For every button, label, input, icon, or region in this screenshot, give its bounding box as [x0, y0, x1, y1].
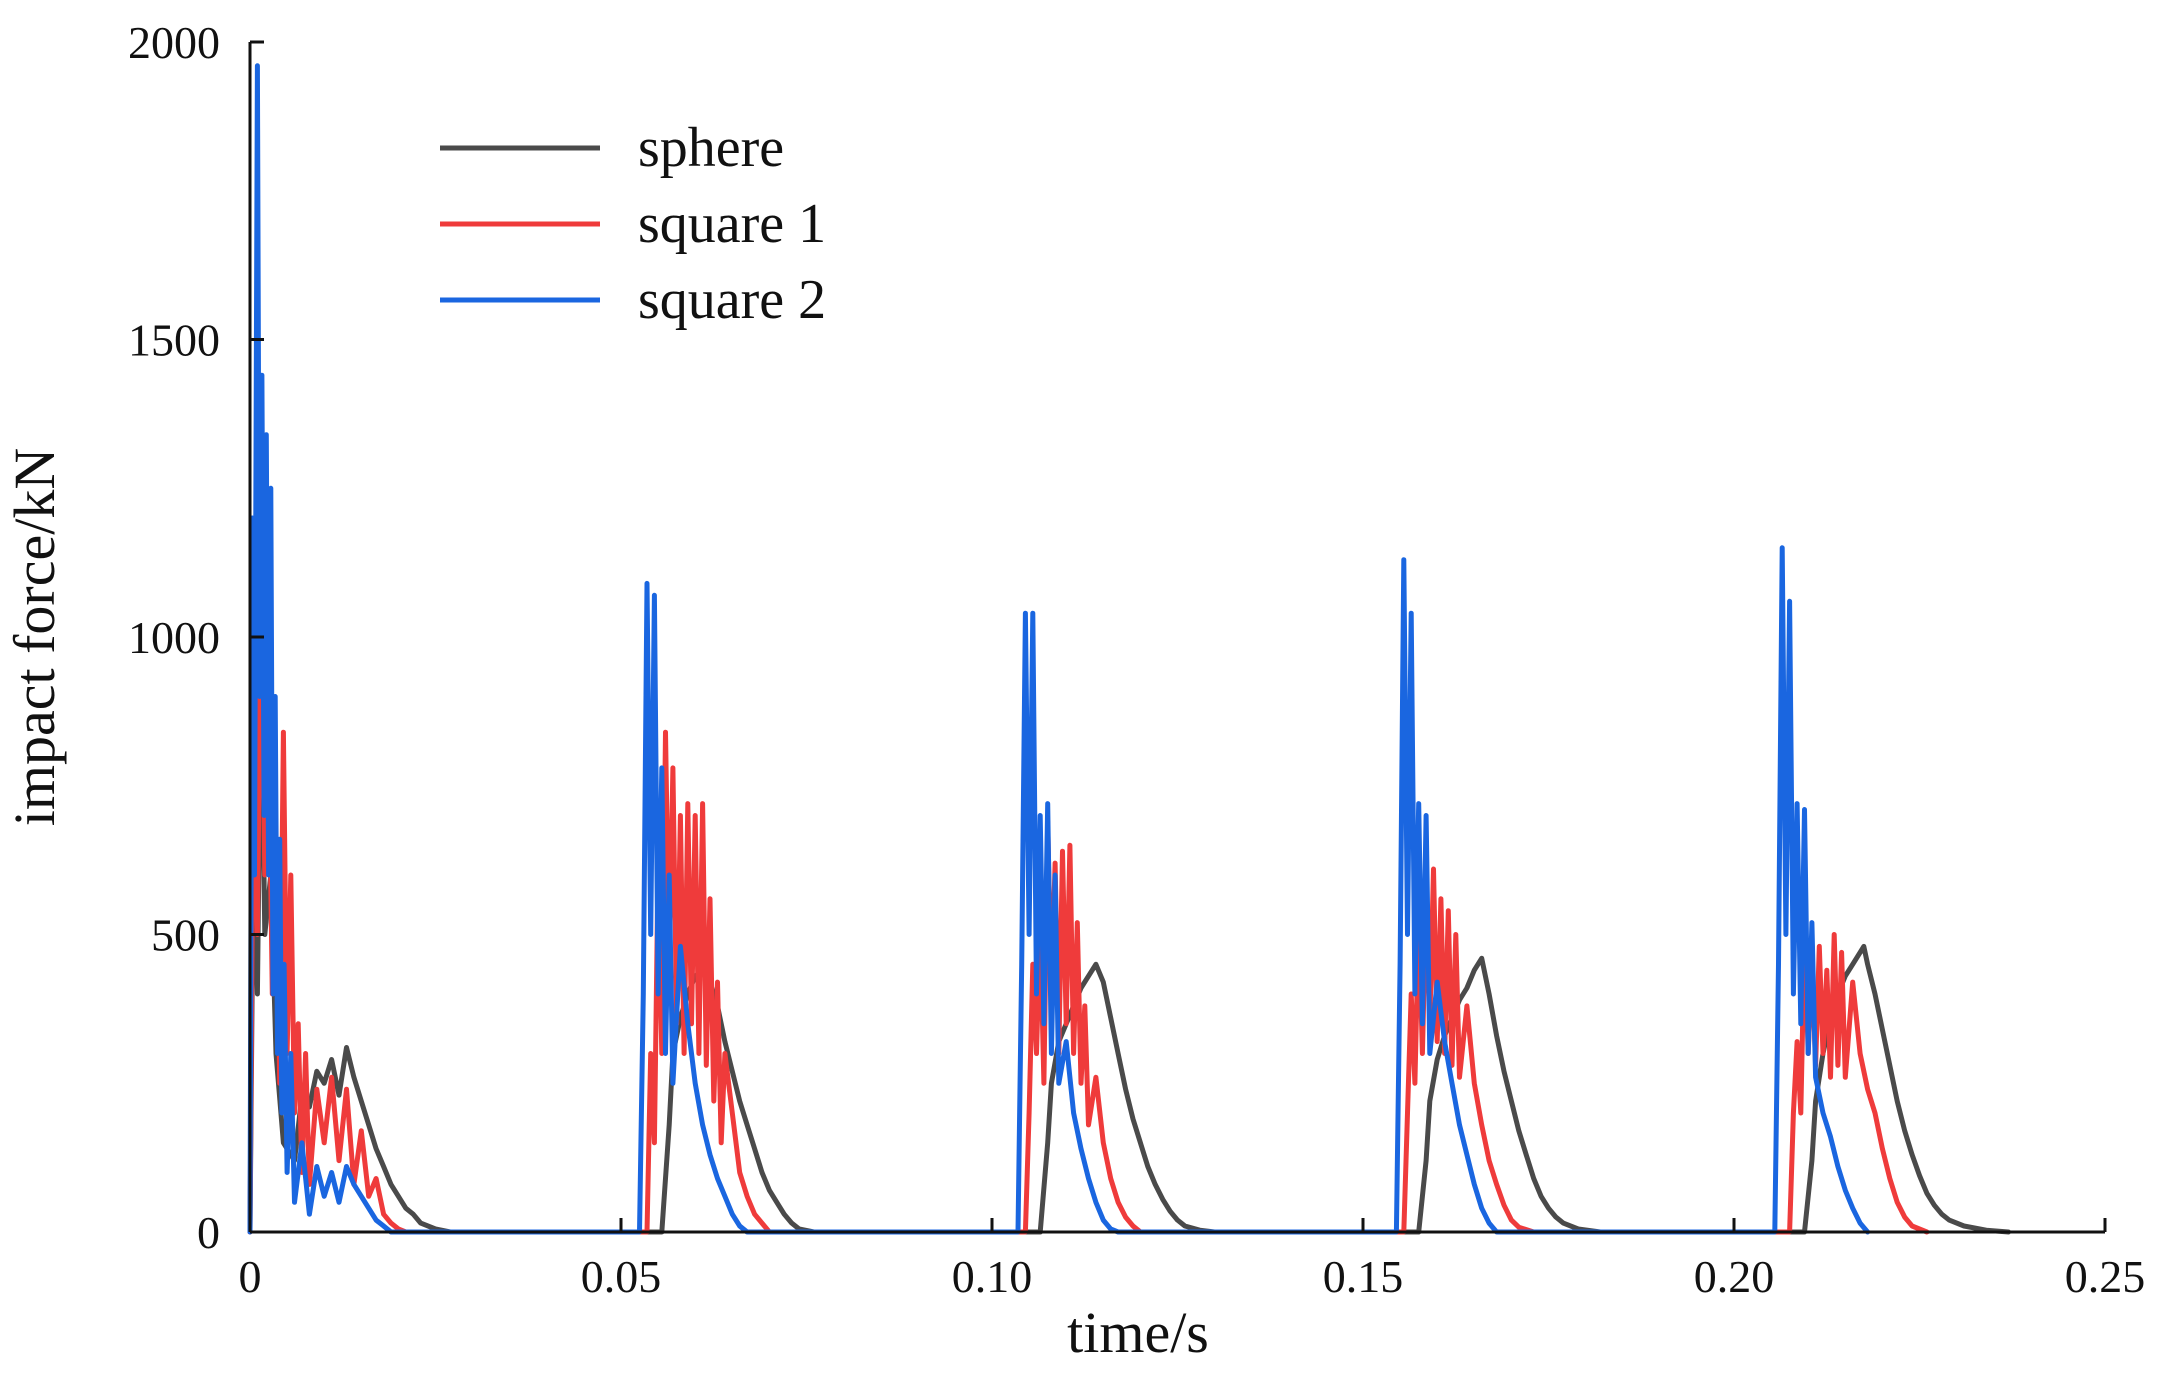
legend: sphere square 1 square 2	[440, 117, 826, 331]
x-tick-label: 0.10	[952, 1251, 1033, 1302]
legend-label-square-1: square 1	[638, 193, 826, 255]
x-tick-label: 0	[239, 1251, 262, 1302]
x-tick-label: 0.25	[2065, 1251, 2146, 1302]
x-tick-label: 0.05	[581, 1251, 662, 1302]
y-tick-label: 1000	[128, 612, 220, 663]
series-layer	[247, 63, 2011, 1235]
axes-layer	[248, 42, 2105, 1234]
x-axis-title: time/s	[1067, 1300, 1209, 1365]
series-line-sphere	[247, 664, 2011, 1235]
ticks-layer: 0 0.05 0.10 0.15 0.20 0.25 0 500 1000 1500 2000	[128, 17, 2145, 1302]
series-line-square-1	[247, 575, 1930, 1235]
legend-label-square-2: square 2	[638, 269, 826, 331]
x-tick-label: 0.15	[1323, 1251, 1404, 1302]
y-tick-label: 1500	[128, 315, 220, 366]
y-axis-title: impact force/kN	[2, 448, 67, 826]
y-tick-label: 2000	[128, 17, 220, 68]
y-tick-label: 0	[197, 1207, 220, 1258]
legend-label-sphere: sphere	[638, 117, 784, 179]
y-tick-label: 500	[151, 910, 220, 961]
x-tick-label: 0.20	[1694, 1251, 1775, 1302]
series-line-square-2	[247, 63, 1871, 1235]
